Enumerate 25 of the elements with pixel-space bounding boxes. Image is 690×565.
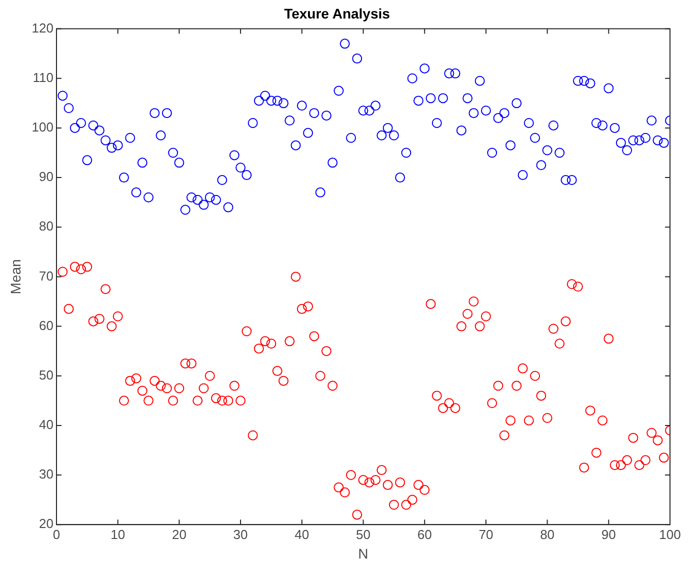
y-axis-title: Mean <box>7 259 24 294</box>
x-tick-label: 70 <box>478 526 494 542</box>
y-tick-label: 50 <box>39 367 54 382</box>
x-tick-label: 40 <box>294 526 310 542</box>
y-tick-label: 60 <box>39 318 54 333</box>
y-tick-label: 100 <box>32 120 54 135</box>
x-axis-title: N <box>358 545 368 562</box>
chart-title: Texure Analysis <box>284 5 390 22</box>
x-tick-label: 50 <box>356 526 370 542</box>
x-tick-label: 80 <box>540 526 555 542</box>
y-tick-label: 90 <box>39 169 54 184</box>
y-tick-label: 80 <box>39 218 54 234</box>
y-tick-label: 70 <box>39 268 54 284</box>
y-tick-label: 20 <box>39 516 54 532</box>
y-tick-label: 120 <box>32 20 54 36</box>
x-tick-label: 60 <box>417 526 432 542</box>
x-tick-label: 10 <box>110 526 126 542</box>
x-tick-label: 0 <box>52 526 60 542</box>
y-tick-label: 110 <box>32 70 54 85</box>
x-tick-label: 20 <box>172 526 186 542</box>
x-tick-label: 30 <box>233 526 248 542</box>
y-tick-label: 30 <box>39 466 54 482</box>
x-tick-label: 100 <box>659 526 681 542</box>
x-tick-label: 90 <box>601 526 616 542</box>
y-tick-label: 40 <box>39 417 54 432</box>
